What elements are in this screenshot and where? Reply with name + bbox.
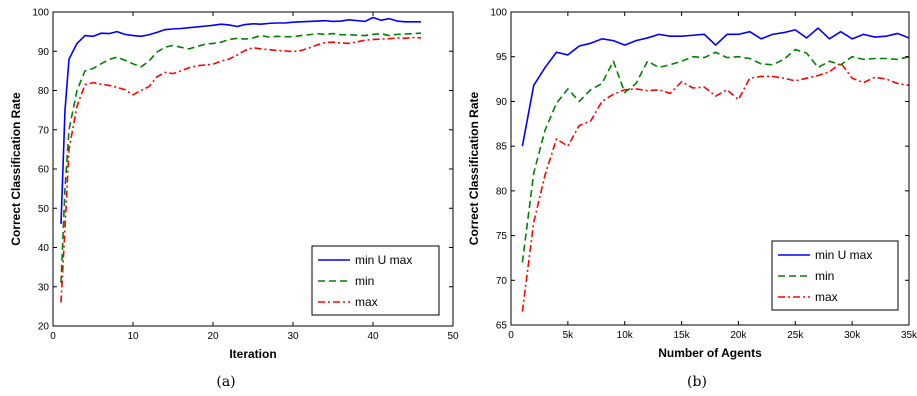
x-tick-label: 20k bbox=[730, 330, 747, 341]
series-layer-b bbox=[521, 27, 909, 312]
chart-b: 0 5k 10k 15k 20k 25k 30k 35k 65 70 75 80 85 90 95 100 N… bbox=[467, 8, 917, 391]
series-layer-a bbox=[60, 16, 422, 303]
y-axis-label-a: Correct Classification Rate bbox=[9, 92, 23, 246]
x-tick-label: 30k bbox=[844, 330, 861, 341]
series-line-min bbox=[521, 48, 909, 263]
legend-label: max bbox=[355, 295, 378, 309]
legend-b: min U max min max bbox=[771, 240, 899, 311]
x-tick-label: 0 bbox=[508, 330, 514, 341]
x-tick-label: 40 bbox=[367, 331, 379, 342]
legend-label: min bbox=[815, 269, 834, 283]
chart-a: 0 10 20 30 40 50 20 30 40 50 60 70 80 90 100 Iteration… bbox=[9, 8, 459, 391]
y-tick-label: 50 bbox=[38, 204, 50, 215]
y-tick-label: 95 bbox=[496, 52, 508, 63]
legend-label: min U max bbox=[815, 248, 872, 262]
x-axis-label-b: Number of Agents bbox=[658, 346, 762, 360]
legend-label: max bbox=[815, 290, 838, 304]
y-tick-label: 20 bbox=[38, 322, 50, 333]
y-tick-label: 60 bbox=[38, 165, 50, 176]
y-tick-label: 75 bbox=[496, 231, 508, 242]
x-tick-label: 5k bbox=[563, 330, 575, 341]
y-tick-label: 30 bbox=[38, 282, 50, 293]
y-axis-label-b: Correct Classification Rate bbox=[467, 91, 481, 245]
x-tick-label: 25k bbox=[787, 330, 804, 341]
x-axis-label-a: Iteration bbox=[229, 347, 276, 361]
legend-a: min U max min max bbox=[311, 245, 440, 316]
series-line-max bbox=[60, 36, 422, 303]
x-tick-label: 10 bbox=[127, 331, 139, 342]
series-line-min-u-max bbox=[60, 16, 421, 224]
y-tick-label: 100 bbox=[32, 8, 49, 19]
y-tick-label: 90 bbox=[496, 97, 508, 108]
x-tick-label: 15k bbox=[674, 330, 691, 341]
plot-frame-b bbox=[510, 11, 910, 326]
y-tick-label: 85 bbox=[496, 142, 508, 153]
legend-label: min bbox=[355, 274, 374, 288]
y-tick-label: 100 bbox=[490, 8, 507, 19]
y-tick-label: 70 bbox=[496, 276, 508, 287]
caption-a: (a) bbox=[216, 374, 235, 390]
x-tick-label: 10k bbox=[617, 330, 634, 341]
x-tick-label: 0 bbox=[50, 331, 56, 342]
series-line-max bbox=[521, 62, 909, 312]
series-line-min-u-max bbox=[521, 27, 909, 147]
x-tick-label: 50 bbox=[447, 331, 459, 342]
legend-label: min U max bbox=[355, 253, 412, 267]
y-tick-label: 70 bbox=[38, 125, 50, 136]
x-tick-label: 35k bbox=[901, 330, 917, 341]
y-tick-label: 65 bbox=[496, 321, 508, 332]
x-tick-label: 20 bbox=[207, 331, 219, 342]
y-tick-label: 80 bbox=[496, 186, 508, 197]
y-tick-label: 90 bbox=[38, 47, 50, 58]
series-line-min bbox=[60, 32, 422, 283]
x-tick-label: 30 bbox=[287, 331, 299, 342]
y-tick-label: 40 bbox=[38, 243, 50, 254]
caption-b: (b) bbox=[687, 374, 707, 390]
y-tick-label: 80 bbox=[38, 86, 50, 97]
